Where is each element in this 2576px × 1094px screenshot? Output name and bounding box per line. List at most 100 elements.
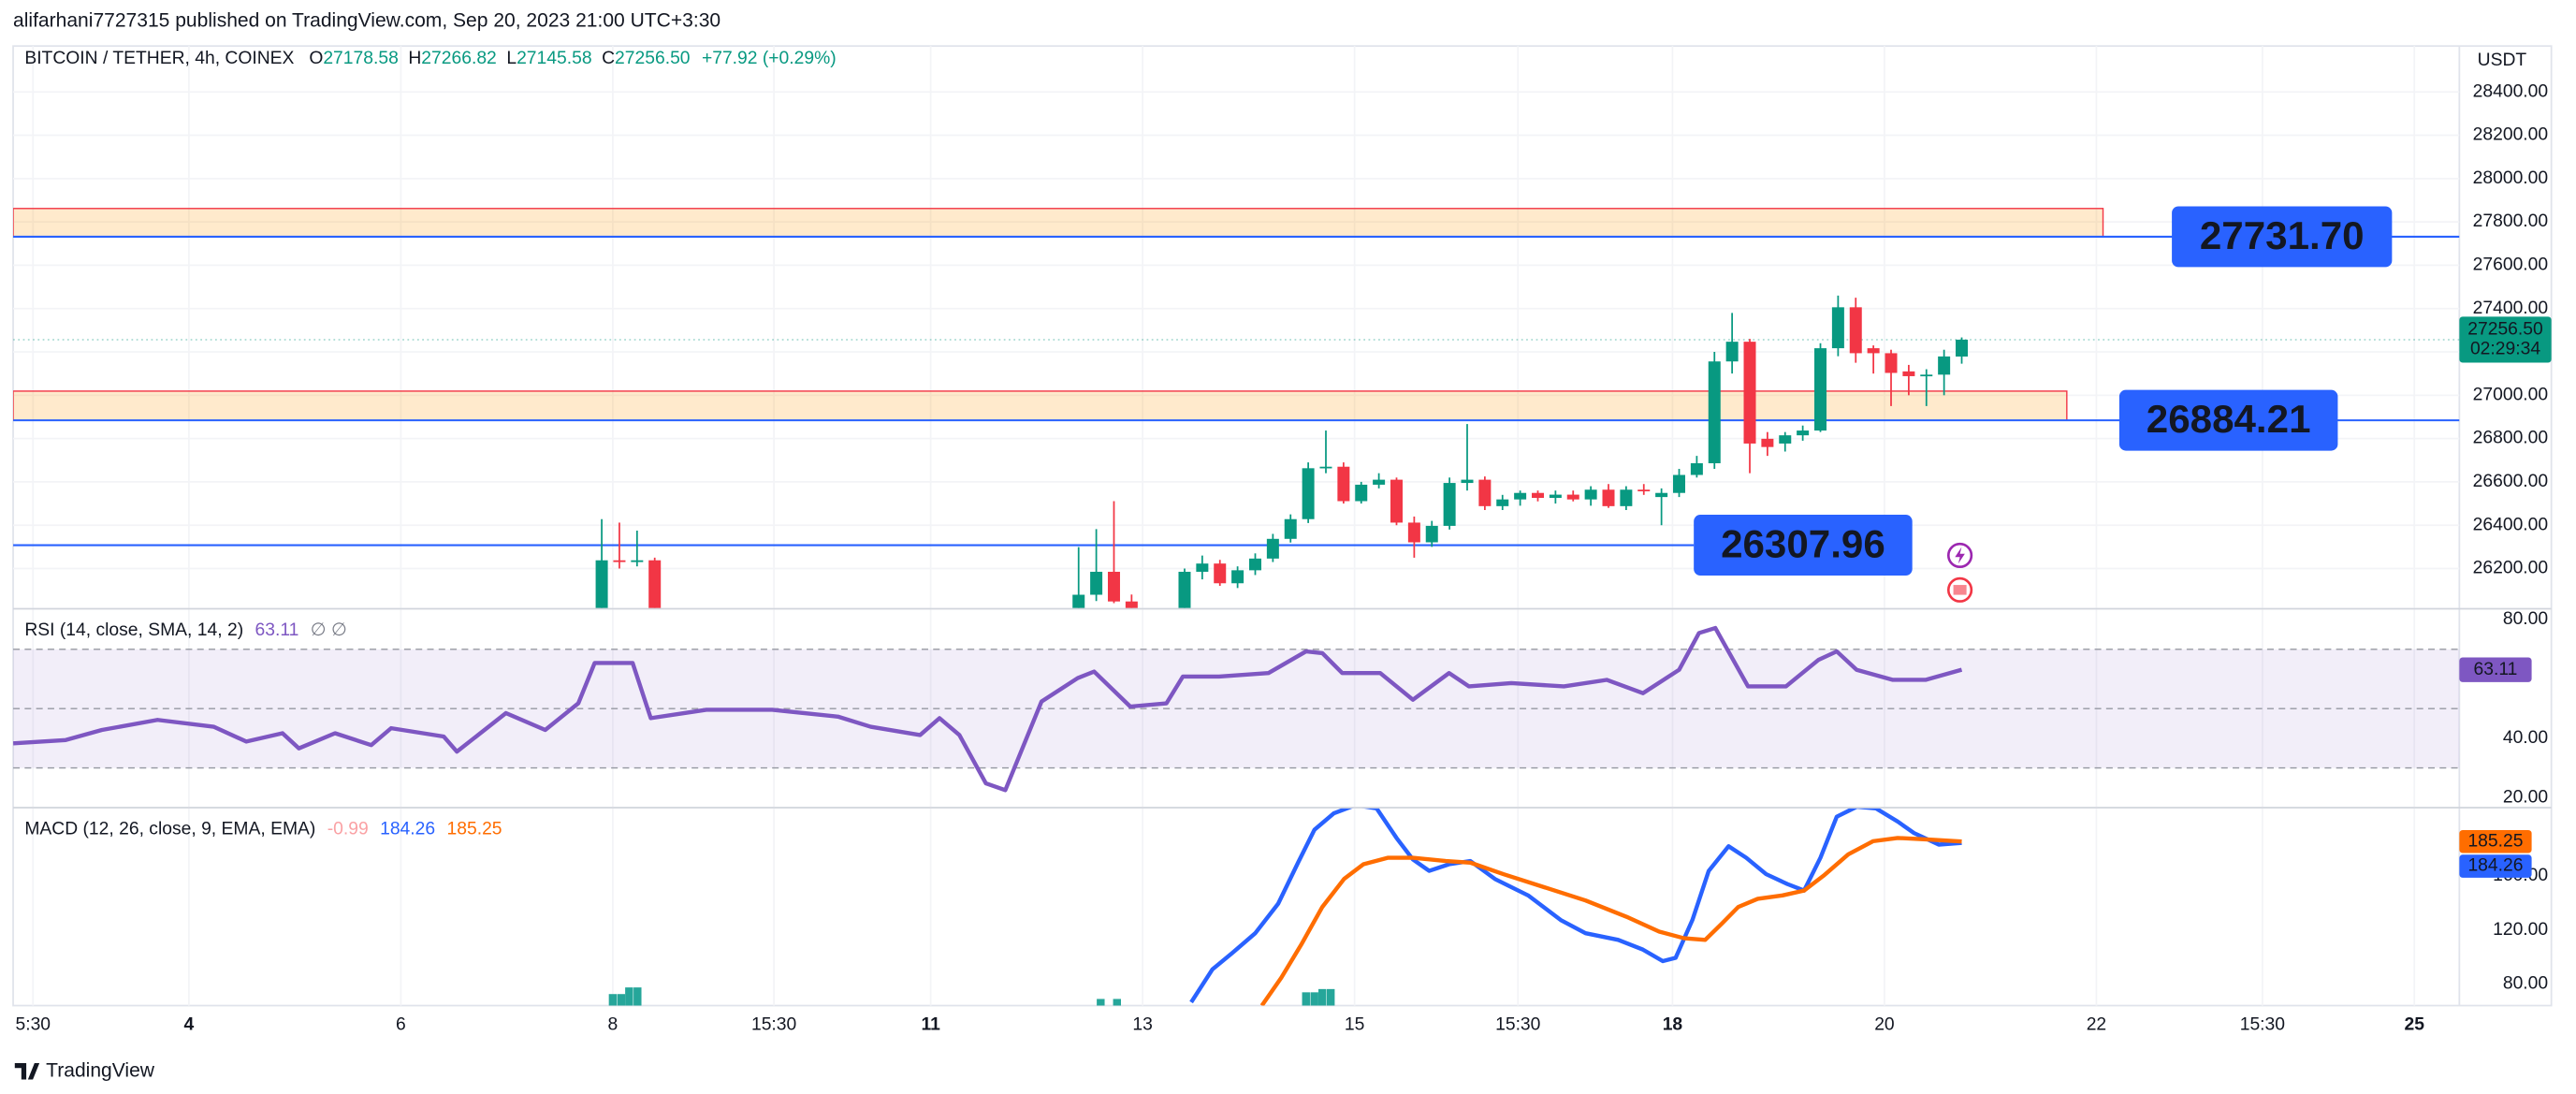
level-label: 27731.70: [2200, 213, 2365, 257]
candle-body: [1602, 489, 1615, 506]
candle-body: [1090, 571, 1103, 595]
ohlc-value: 27266.82: [421, 49, 496, 68]
rsi-value: 63.11: [255, 620, 299, 640]
level-label: 26307.96: [1721, 521, 1885, 565]
candle-body: [1337, 466, 1350, 502]
candle-body: [1655, 492, 1668, 498]
candle-body: [1248, 558, 1261, 571]
histogram-bar: [608, 994, 618, 1006]
candle-body: [1849, 307, 1862, 354]
zone: [13, 390, 2068, 421]
level-label-box: [2172, 206, 2393, 268]
candle-body: [1867, 348, 1880, 354]
candle-body: [1266, 538, 1279, 559]
y-tick-label: 28400.00: [2473, 81, 2548, 101]
y-tick-label: 27400.00: [2473, 299, 2548, 318]
publish-info: alifarhani7727315 published on TradingVi…: [13, 9, 720, 31]
x-tick-label: 15:30: [751, 1015, 796, 1035]
icon: [1955, 547, 1965, 564]
y-tick-label: 120.00: [2493, 920, 2548, 940]
candle-body: [1178, 571, 1191, 608]
candle-body: [631, 560, 644, 562]
candle-body: [1566, 494, 1579, 500]
candle-body: [1284, 518, 1297, 539]
y-tick-label: 26400.00: [2473, 515, 2548, 534]
x-tick-label: 20: [1874, 1015, 1894, 1035]
macd-tag-box: [2459, 854, 2532, 878]
rsi-extras: ∅ ∅: [311, 620, 347, 640]
candle-body: [1690, 463, 1703, 475]
rsi-tag: 63.11: [2474, 660, 2518, 679]
candle-body: [1461, 479, 1474, 484]
candle-body: [1231, 570, 1244, 584]
histogram-bar: [1310, 992, 1318, 1006]
event-icons: [1946, 542, 1973, 603]
price-pane: [13, 46, 2460, 608]
histogram-bar: [625, 987, 633, 1006]
currency: USDT: [2478, 51, 2527, 70]
y-tick-label: 27800.00: [2473, 212, 2548, 231]
x-tick-label: 11: [921, 1015, 940, 1035]
candle-body: [1072, 594, 1085, 608]
x-tick-label: 15: [1345, 1015, 1364, 1035]
y-tick-label: 80.00: [2503, 974, 2548, 994]
x-tick-label: 15:30: [1495, 1015, 1540, 1035]
candle-body: [1407, 522, 1420, 543]
macd-pane: [32, 808, 2416, 1006]
ohlc-value: 27145.58: [517, 49, 592, 68]
x-tick-label: 18: [1663, 1015, 1683, 1035]
candle-body: [1514, 492, 1527, 500]
symbol: BITCOIN / TETHER, 4h, COINEX: [24, 49, 294, 68]
overlay: 5:30 4 6 8 15:30 11 13 15 15:30 18 20 22 15:30 25 2620…: [15, 81, 2552, 1035]
candle-body: [1761, 438, 1774, 447]
candle-body: [1902, 371, 1915, 376]
candle-body: [1532, 492, 1544, 499]
macd-tag-box: [2459, 829, 2532, 853]
line: [1189, 808, 1962, 1004]
candle-body: [1938, 356, 1951, 375]
y-tick-label: 26800.00: [2473, 429, 2548, 448]
histogram-bar: [1326, 988, 1335, 1006]
brand: TradingView: [14, 1059, 155, 1081]
candle-body: [1920, 374, 1933, 377]
y-tick-label: 80.00: [2503, 609, 2548, 629]
ohlc-value: 27256.50: [615, 49, 691, 68]
y-tick-label: 26600.00: [2473, 472, 2548, 491]
y-tick-label: 27600.00: [2473, 255, 2548, 275]
rsi-tag-box: [2459, 657, 2532, 682]
y-tick-label: 26200.00: [2473, 559, 2548, 578]
x-tick-label: 25: [2404, 1015, 2424, 1035]
candle-body: [595, 560, 608, 608]
candle-body: [1125, 601, 1138, 608]
last-price-box: [2459, 316, 2552, 363]
hist-value: -0.99: [327, 820, 369, 839]
y-tick-label: 20.00: [2503, 787, 2548, 807]
rsi-title: RSI (14, close, SMA, 14, 2): [24, 620, 243, 640]
ohlc-value: 27178.58: [323, 49, 398, 68]
candle-body: [1549, 494, 1562, 499]
candle-body: [1196, 563, 1209, 572]
x-tick-label: 15:30: [2240, 1015, 2285, 1035]
x-tick-label: 13: [1132, 1015, 1152, 1035]
change: +77.92 (+0.29%): [702, 49, 837, 68]
level-label-box: [1694, 515, 1913, 576]
candle-body: [1496, 499, 1509, 506]
candle-body: [1355, 484, 1368, 502]
candle-body: [1885, 353, 1898, 373]
macd-legend: MACD (12, 26, close, 9, EMA, EMA) -0.99 …: [24, 820, 502, 839]
candle-body: [1478, 479, 1492, 506]
candle-body: [1673, 474, 1686, 493]
candle-body: [648, 560, 662, 608]
x-tick-label: 6: [396, 1015, 406, 1035]
rsi-legend: RSI (14, close, SMA, 14, 2) 63.11 ∅ ∅: [24, 620, 346, 640]
candle-body: [1956, 339, 1969, 357]
candle-body: [1584, 489, 1597, 500]
candle-body: [1743, 342, 1756, 444]
x-tick-label: 5:30: [15, 1015, 51, 1035]
candle-body: [1425, 525, 1438, 543]
candle-body: [1214, 563, 1227, 584]
candle-body: [1443, 483, 1456, 526]
brand-name: TradingView: [46, 1059, 155, 1081]
ohlc-label: O: [309, 49, 323, 68]
